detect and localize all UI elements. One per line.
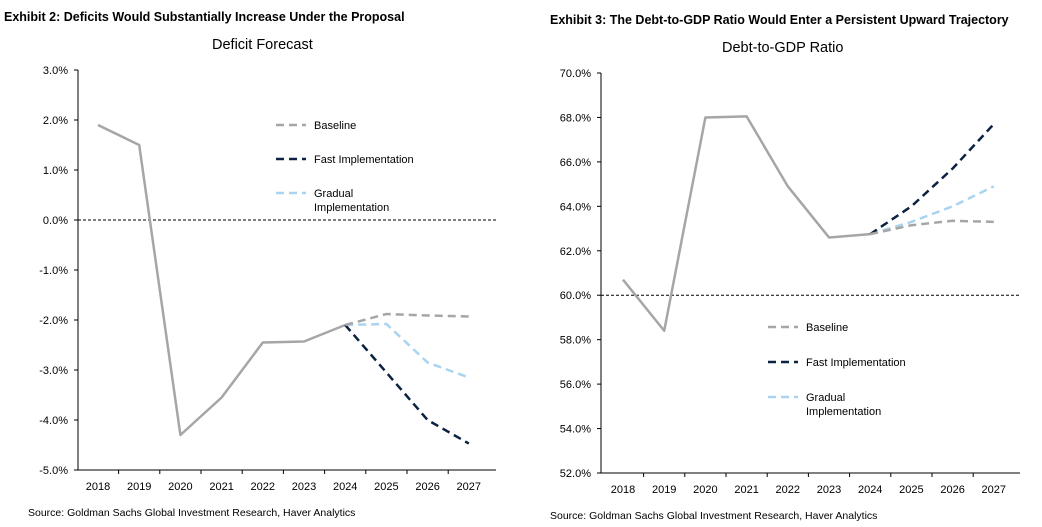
legend-label: Baseline	[314, 120, 356, 132]
y-tick-label: 60.0%	[560, 290, 591, 302]
x-tick-label: 2020	[168, 481, 192, 493]
y-tick-label: 2.0%	[43, 115, 68, 127]
series-line-baseline	[344, 312, 469, 327]
y-tick-label: 68.0%	[560, 112, 591, 124]
x-tick-label: 2022	[251, 481, 275, 493]
x-tick-label: 2021	[209, 481, 233, 493]
y-tick-label: 54.0%	[560, 424, 591, 436]
debt-to-gdp-chart: 70.0% 68.0% 66.0% 64.0% 62.0% 60.0% 58.0% 56.0%…	[560, 68, 1020, 496]
legend-label: Fast Implementation	[806, 357, 906, 369]
exhibit-2-title: Exhibit 2: Deficits Would Substantially …	[4, 10, 405, 24]
y-tick-label: -5.0%	[39, 465, 68, 477]
debt-chart-title: Debt-to-GDP Ratio	[722, 40, 844, 56]
x-tick-label: 2027	[457, 481, 481, 493]
x-tick-label: 2024	[858, 484, 882, 496]
exhibit-3-title: Exhibit 3: The Debt-to-GDP Ratio Would E…	[550, 13, 1009, 27]
exhibit-3-source: Source: Goldman Sachs Global Investment …	[550, 510, 878, 522]
x-tick-label: 2018	[86, 481, 110, 493]
deficit-forecast-chart: 3.0% 2.0% 1.0% 0.0% -1.0% -2.0% -3.0% -4.0% -5.0…	[39, 65, 496, 493]
y-tick-label: 70.0%	[560, 68, 591, 80]
y-tick-label: 52.0%	[560, 468, 591, 480]
y-tick-label: -4.0%	[39, 415, 68, 427]
x-tick-label: 2027	[982, 484, 1006, 496]
y-tick-label: 56.0%	[560, 379, 591, 391]
y-tick-label: -3.0%	[39, 365, 68, 377]
x-tick-label: 2018	[611, 484, 635, 496]
x-tick-label: 2025	[899, 484, 923, 496]
series-line-gradual-implementation	[869, 185, 995, 236]
legend-label: Baseline	[806, 322, 848, 334]
legend-label: Fast Implementation	[314, 154, 414, 166]
series-line-baseline	[869, 219, 994, 236]
x-tick-label: 2026	[940, 484, 964, 496]
y-tick-label: -1.0%	[39, 265, 68, 277]
deficit-chart-title: Deficit Forecast	[212, 37, 313, 53]
legend-label: Gradual	[314, 188, 353, 200]
legend-label: Gradual	[806, 392, 845, 404]
y-tick-label: -2.0%	[39, 315, 68, 327]
legend-label: Implementation	[806, 406, 881, 418]
series-line-fast-implementation	[869, 123, 995, 236]
x-tick-label: 2020	[693, 484, 717, 496]
series-line-gradual-implementation	[345, 322, 470, 379]
x-tick-label: 2021	[734, 484, 758, 496]
legend-label: Implementation	[314, 202, 389, 214]
x-tick-label: 2024	[333, 481, 357, 493]
x-tick-label: 2023	[817, 484, 841, 496]
x-tick-label: 2019	[127, 481, 151, 493]
history-line	[97, 123, 346, 437]
y-tick-label: 58.0%	[560, 335, 591, 347]
y-tick-label: 66.0%	[560, 157, 591, 169]
y-tick-label: 0.0%	[43, 215, 68, 227]
x-tick-label: 2019	[652, 484, 676, 496]
series-line-fast-implementation	[344, 324, 470, 445]
x-tick-label: 2025	[374, 481, 398, 493]
history-line	[622, 115, 871, 333]
y-tick-label: 62.0%	[560, 246, 591, 258]
y-tick-label: 1.0%	[43, 165, 68, 177]
x-tick-label: 2026	[415, 481, 439, 493]
y-tick-label: 3.0%	[43, 65, 68, 77]
exhibit-2-source: Source: Goldman Sachs Global Investment …	[28, 507, 356, 519]
x-tick-label: 2023	[292, 481, 316, 493]
x-tick-label: 2022	[776, 484, 800, 496]
y-tick-label: 64.0%	[560, 201, 591, 213]
